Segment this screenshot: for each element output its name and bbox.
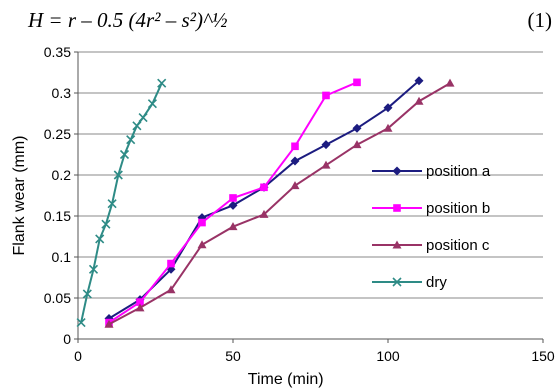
- x-tick-label: 0: [74, 348, 82, 364]
- x-tick-label: 150: [531, 348, 555, 364]
- y-tick-label: 0.05: [44, 290, 71, 306]
- data-point: [290, 181, 300, 190]
- series-line: [80, 82, 163, 323]
- data-point: [126, 135, 136, 145]
- equation-text: H = r – 0.5 (4r² – s²)^½: [28, 8, 228, 32]
- data-point: [132, 121, 142, 131]
- legend-label: position a: [426, 163, 491, 180]
- y-tick-label: 0.1: [52, 249, 72, 265]
- series-lines: [76, 76, 455, 328]
- axes: [74, 51, 544, 343]
- data-point: [136, 298, 144, 306]
- data-point: [119, 149, 130, 160]
- legend-label: position c: [426, 237, 490, 254]
- y-tick-label: 0: [63, 331, 71, 347]
- legend: position a position b position c dry: [372, 163, 491, 291]
- data-point: [392, 240, 402, 249]
- data-point: [198, 218, 206, 227]
- y-tick-labels: 0 0.05 0.1 0.15 0.2 0.25 0.3 0.35: [44, 44, 71, 347]
- x-tick-label: 100: [376, 348, 400, 364]
- legend-label: dry: [426, 274, 447, 291]
- data-point: [392, 166, 402, 176]
- y-tick-label: 0.2: [52, 167, 72, 183]
- data-point: [107, 199, 117, 209]
- data-point: [383, 123, 393, 132]
- flank-wear-chart: 0 0.05 0.1 0.15 0.2 0.25 0.3 0.35 0 50 100 150 pos…: [11, 44, 555, 388]
- data-point: [290, 156, 300, 166]
- legend-entry: position b: [372, 200, 490, 217]
- data-point: [259, 209, 269, 218]
- legend-label: position b: [426, 200, 490, 217]
- data-point: [321, 160, 331, 169]
- series-position-c: [104, 78, 455, 328]
- x-axis-label: Time (min): [248, 371, 324, 388]
- data-point: [352, 123, 362, 133]
- data-point: [414, 76, 424, 86]
- data-point: [445, 78, 455, 87]
- data-point: [82, 289, 92, 299]
- legend-entry: position c: [372, 237, 490, 254]
- series-line: [108, 82, 451, 326]
- data-point: [228, 222, 238, 231]
- data-point: [88, 264, 99, 274]
- data-point: [147, 99, 157, 109]
- data-point: [392, 277, 402, 287]
- legend-entry: dry: [372, 274, 447, 291]
- data-point: [166, 264, 176, 274]
- data-point: [414, 96, 424, 105]
- equation: H = r – 0.5 (4r² – s²)^½ (1): [28, 4, 558, 38]
- x-tick-label: 50: [225, 348, 241, 364]
- y-tick-label: 0.15: [44, 208, 71, 224]
- data-point: [197, 240, 207, 249]
- grid-lines: [78, 51, 543, 299]
- y-axis-label: Flank wear (mm): [11, 135, 28, 255]
- equation-number: (1): [527, 8, 553, 32]
- data-point: [167, 259, 175, 268]
- data-point: [135, 303, 145, 312]
- data-point: [322, 91, 330, 100]
- y-tick-label: 0.3: [52, 85, 72, 101]
- data-point: [321, 140, 331, 150]
- data-point: [393, 204, 401, 212]
- data-point: [104, 319, 114, 328]
- x-tick-labels: 0 50 100 150: [74, 348, 555, 364]
- series-dry: [76, 78, 167, 328]
- data-point: [352, 140, 362, 149]
- data-point: [353, 78, 361, 87]
- data-point: [228, 200, 238, 210]
- y-tick-label: 0.25: [44, 126, 71, 142]
- data-point: [113, 170, 123, 180]
- data-point: [260, 183, 268, 192]
- data-point: [95, 234, 105, 244]
- data-point: [138, 113, 148, 123]
- data-point: [229, 194, 237, 202]
- legend-entry: position a: [372, 163, 491, 180]
- data-point: [166, 285, 176, 294]
- data-point: [291, 142, 299, 151]
- data-point: [101, 219, 111, 229]
- data-point: [383, 103, 393, 113]
- y-tick-label: 0.35: [44, 44, 71, 60]
- data-point: [76, 318, 86, 328]
- data-point: [157, 78, 167, 88]
